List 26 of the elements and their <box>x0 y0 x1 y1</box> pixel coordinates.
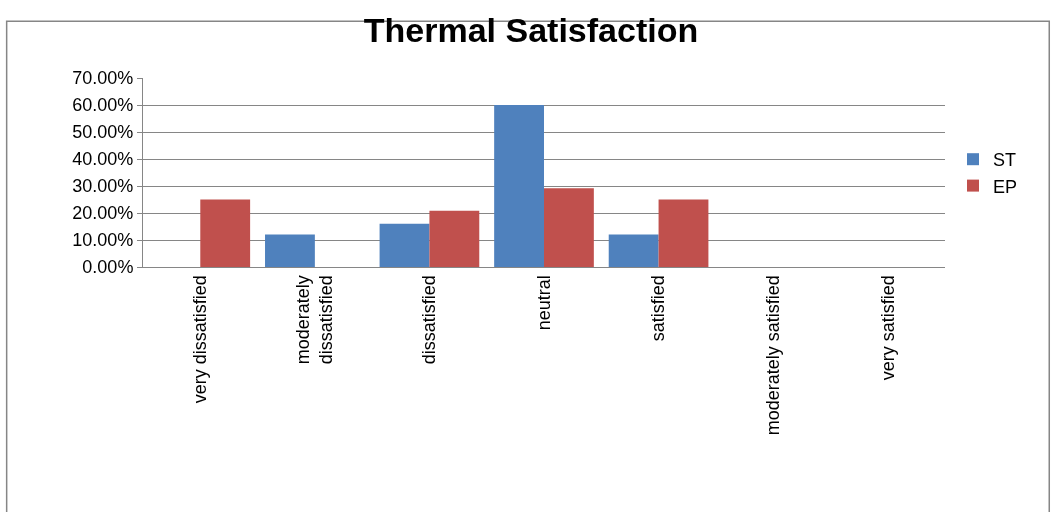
bar <box>379 223 430 267</box>
bar <box>544 188 594 267</box>
x-tick-label: very dissatisfied <box>190 275 211 404</box>
y-tick-label: 60.00% <box>72 95 134 116</box>
x-tick-label: moderately dissatisfied <box>293 275 337 365</box>
x-tick-label: dissatisfied <box>419 275 440 365</box>
y-tick-label: 70.00% <box>72 68 134 89</box>
y-tick-label: 10.00% <box>72 230 134 251</box>
bar <box>494 105 544 267</box>
y-tick-label: 0.00% <box>82 257 134 278</box>
bar <box>265 234 315 267</box>
y-tick-label: 20.00% <box>72 203 134 224</box>
x-tick-label: satisfied <box>648 275 669 342</box>
bar <box>658 199 709 267</box>
y-tick-label: 40.00% <box>72 149 134 170</box>
y-tick-label: 50.00% <box>72 122 134 143</box>
bar <box>608 234 659 267</box>
chart-title: Thermal Satisfaction <box>363 10 699 49</box>
legend-label: EP <box>993 176 1018 197</box>
x-tick-label: moderately satisfied <box>762 275 783 436</box>
x-tick-label: neutral <box>533 275 554 331</box>
x-tick-label: very satisfied <box>877 275 898 381</box>
bar <box>429 210 480 267</box>
y-tick-label: 30.00% <box>72 176 134 197</box>
bar <box>200 199 251 267</box>
legend-label: ST <box>993 150 1017 171</box>
